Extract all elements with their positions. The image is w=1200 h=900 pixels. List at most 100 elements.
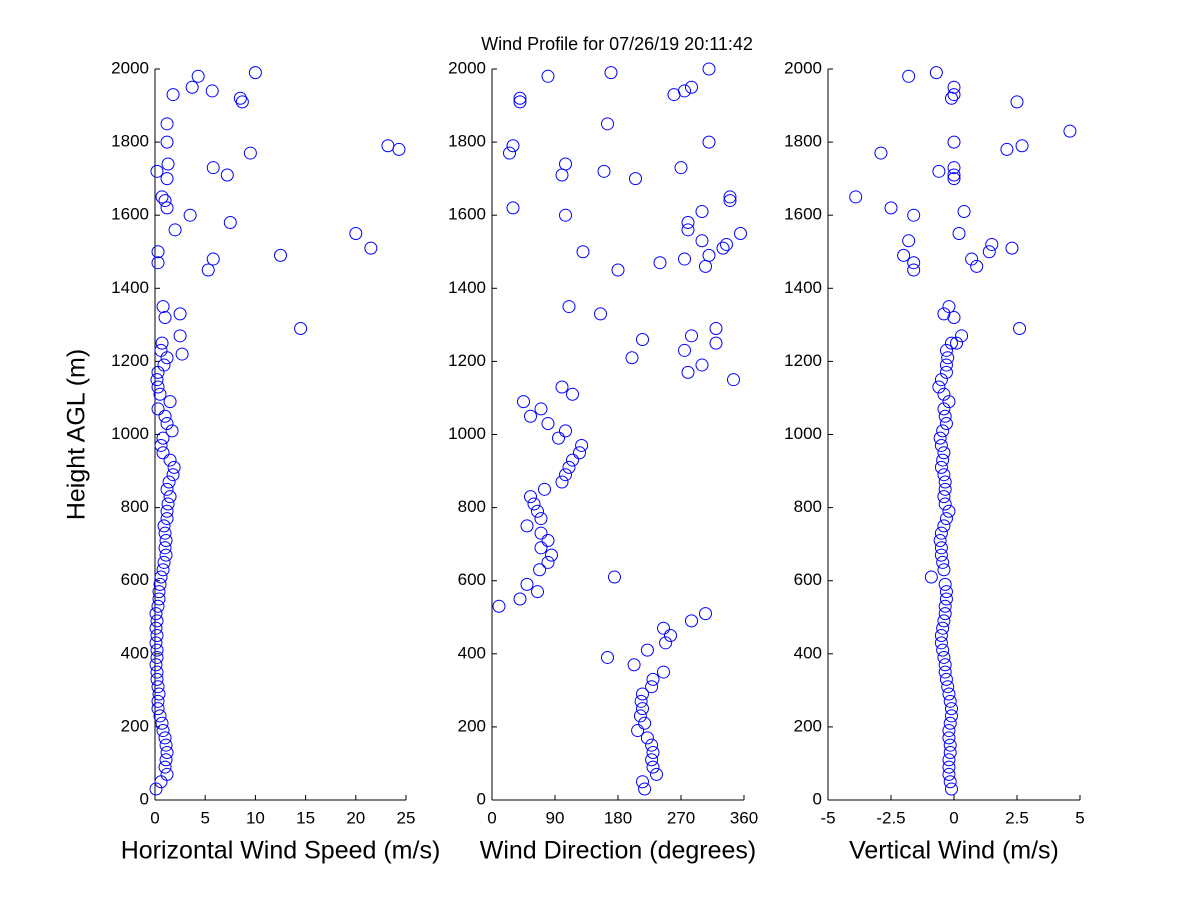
y-tick-label: 400: [794, 643, 822, 662]
point: [942, 300, 956, 314]
point: [149, 621, 163, 635]
point: [938, 607, 952, 621]
point: [159, 533, 173, 547]
point: [678, 343, 691, 357]
point: [937, 614, 951, 628]
point: [939, 358, 953, 372]
chart-title: Wind Profile for 07/26/19 20:11:42: [481, 34, 753, 54]
point: [611, 263, 625, 277]
point: [947, 168, 961, 182]
point: [727, 373, 740, 387]
point: [646, 745, 660, 759]
point: [636, 687, 649, 701]
x-tick-label: 5: [1075, 808, 1084, 827]
point: [157, 358, 171, 372]
point: [594, 307, 607, 321]
y-tick-label: 600: [458, 570, 486, 589]
point: [531, 585, 544, 599]
point: [937, 387, 951, 401]
point: [153, 387, 167, 401]
point: [625, 351, 639, 365]
point: [942, 767, 956, 781]
y-tick-label: 2000: [784, 58, 822, 77]
point: [943, 775, 957, 789]
point: [562, 460, 576, 474]
y-tick-label: 1600: [784, 205, 822, 224]
point: [524, 409, 537, 423]
point: [233, 91, 247, 105]
point: [659, 636, 673, 650]
point: [160, 135, 174, 149]
point: [936, 621, 950, 635]
point: [709, 322, 723, 336]
point: [158, 731, 172, 745]
point: [695, 358, 709, 372]
point: [1010, 95, 1024, 109]
point: [932, 380, 946, 394]
point: [159, 753, 173, 767]
point: [201, 263, 215, 277]
point: [934, 629, 948, 643]
point: [154, 343, 168, 357]
point: [175, 347, 189, 361]
y-tick-label: 1000: [784, 424, 822, 443]
point: [907, 208, 921, 222]
point: [220, 168, 234, 182]
point: [936, 424, 950, 438]
y-tick-label: 1400: [448, 278, 486, 297]
point: [734, 226, 747, 240]
point: [942, 760, 956, 774]
x-tick-label: 0: [487, 808, 496, 827]
point: [562, 300, 576, 314]
point: [947, 135, 961, 149]
point: [559, 424, 572, 438]
point: [937, 519, 951, 533]
point: [678, 252, 691, 266]
point: [939, 417, 953, 431]
y-tick-label: 600: [121, 570, 149, 589]
point: [541, 417, 555, 431]
point: [938, 599, 952, 613]
point: [576, 245, 590, 259]
point: [938, 482, 952, 496]
point: [636, 775, 649, 789]
point: [604, 66, 618, 80]
point: [633, 709, 647, 723]
point: [541, 555, 555, 569]
point: [163, 490, 177, 504]
point: [151, 380, 165, 394]
point: [534, 512, 548, 526]
point: [681, 216, 695, 230]
point: [243, 146, 257, 160]
point: [636, 702, 649, 716]
point: [392, 142, 406, 156]
point: [159, 548, 173, 562]
point: [168, 223, 182, 237]
point: [638, 782, 652, 796]
point: [156, 446, 170, 460]
y-tick-label: 1600: [111, 205, 149, 224]
point: [936, 555, 950, 569]
point: [939, 672, 953, 686]
x-axis-label: Wind Direction (degrees): [480, 837, 757, 865]
x-tick-label: -2.5: [876, 808, 905, 827]
y-tick-label: 400: [121, 643, 149, 662]
point: [937, 402, 951, 416]
y-tick-label: 1200: [448, 351, 486, 370]
point: [534, 402, 548, 416]
point: [152, 687, 166, 701]
point: [947, 80, 961, 94]
point: [699, 607, 712, 621]
point: [640, 731, 654, 745]
point: [1013, 322, 1027, 336]
point: [627, 658, 641, 672]
point: [597, 164, 611, 178]
point: [934, 460, 948, 474]
point: [937, 468, 951, 482]
point: [349, 226, 363, 240]
point: [166, 88, 180, 102]
point: [629, 172, 642, 186]
point: [943, 716, 957, 730]
point: [163, 453, 177, 467]
x-tick-label: 5: [200, 808, 209, 827]
